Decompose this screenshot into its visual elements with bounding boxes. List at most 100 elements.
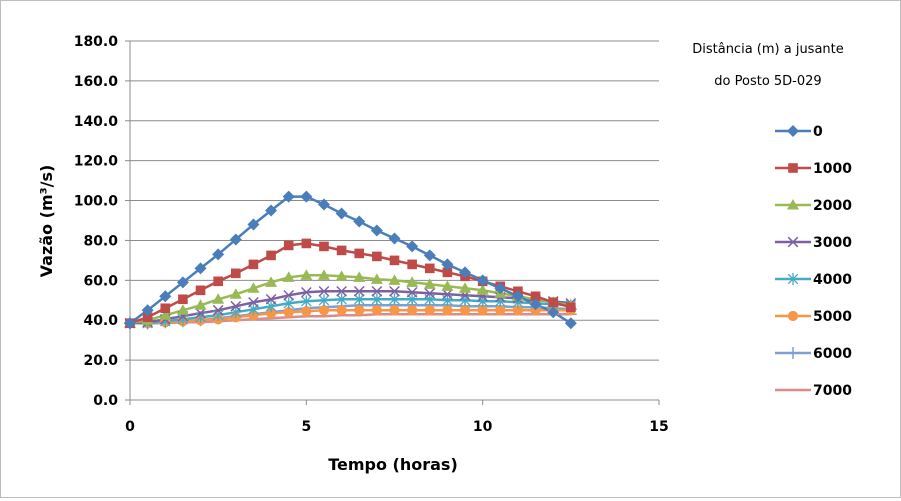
data-point (512, 305, 524, 316)
data-point (300, 190, 313, 203)
data-point (265, 308, 277, 319)
y-tick-label: 0.0 (93, 393, 118, 409)
data-point (231, 268, 241, 279)
legend-title-line-1: Distância (m) a jusante (692, 42, 844, 57)
data-point (229, 233, 242, 246)
data-point (424, 305, 435, 316)
data-point (335, 270, 348, 281)
data-point (336, 305, 347, 316)
data-point (354, 305, 365, 316)
x-tick-label: 10 (473, 419, 493, 435)
y-axis: 0.0 20.0 40.0 60.0 80.0 100.0 120.0 140.0 160.0 1… (74, 34, 131, 409)
y-tick-label: 160.0 (74, 74, 119, 90)
data-point (212, 293, 225, 304)
legend-label: 2000 (813, 198, 852, 214)
data-point (459, 282, 472, 293)
data-point (142, 312, 153, 323)
data-point (336, 285, 347, 297)
data-point (247, 218, 260, 231)
data-point (389, 293, 400, 306)
data-point (566, 302, 576, 313)
legend-marker (787, 236, 799, 248)
y-tick-label: 120.0 (74, 154, 119, 170)
data-point (353, 285, 365, 297)
legend-label: 7000 (813, 383, 852, 399)
data-point (336, 293, 347, 306)
legend-label: 1000 (813, 161, 852, 177)
data-point (477, 305, 488, 316)
data-point (353, 271, 366, 282)
data-point (407, 259, 417, 270)
data-point (424, 287, 436, 299)
data-point (194, 262, 207, 275)
data-point (423, 249, 436, 262)
legend-entry-5000: 5000 (775, 309, 852, 325)
data-point (318, 305, 330, 316)
data-point (495, 305, 506, 316)
data-point (371, 285, 383, 297)
data-point (442, 267, 453, 278)
data-point (301, 286, 312, 298)
data-point (319, 241, 329, 252)
legend-marker (787, 273, 799, 285)
data-point (194, 299, 207, 310)
data-point (283, 240, 294, 251)
data-point (406, 276, 419, 287)
data-point (195, 307, 206, 319)
data-point (547, 306, 560, 319)
series-lines (129, 195, 572, 325)
data-point (407, 305, 418, 316)
data-point (229, 288, 242, 299)
data-point (317, 198, 330, 211)
data-point (548, 297, 558, 308)
data-point (494, 282, 507, 295)
data-point (442, 288, 453, 300)
data-point (141, 304, 154, 317)
data-point (529, 298, 542, 311)
data-point (459, 305, 471, 316)
data-point (195, 285, 206, 296)
legend-entry-0: 0 (775, 124, 823, 140)
legend-marker (787, 310, 799, 322)
data-point (476, 274, 489, 287)
legend-entry-6000: 6000 (775, 346, 852, 362)
legend-label: 5000 (813, 309, 852, 325)
legend-marker (787, 347, 799, 359)
data-point (317, 269, 330, 280)
data-point (476, 284, 489, 295)
data-point (159, 290, 172, 303)
legend-label: 6000 (813, 346, 852, 362)
data-point (283, 307, 294, 318)
data-point (265, 293, 277, 305)
data-point (318, 294, 330, 307)
y-tick-label: 80.0 (83, 233, 118, 249)
data-point (318, 285, 330, 297)
series-line-0 (129, 195, 572, 325)
data-point (564, 317, 577, 330)
data-point (124, 317, 136, 330)
x-tick-label: 15 (649, 419, 668, 435)
data-point (335, 207, 348, 220)
data-point (212, 304, 224, 316)
data-point (176, 304, 189, 315)
data-point (213, 276, 223, 287)
legend-title-line-2: do Posto 5D-029 (714, 74, 821, 89)
data-point (370, 273, 383, 284)
data-point (441, 280, 454, 291)
data-point (459, 266, 472, 279)
y-tick-label: 20.0 (83, 353, 118, 369)
y-axis-title: Vazão (m³/s) (37, 165, 56, 278)
x-tick-label: 5 (301, 419, 311, 435)
y-tick-label: 60.0 (83, 273, 118, 289)
data-point (283, 289, 295, 301)
data-point (530, 291, 541, 302)
data-point (406, 240, 419, 253)
legend-entry-2000: 2000 (775, 198, 852, 214)
y-tick-label: 180.0 (74, 34, 119, 50)
data-point (160, 303, 171, 314)
legend-label: 0 (813, 124, 823, 140)
legend-marker (788, 163, 798, 173)
data-point (283, 297, 294, 310)
data-point (389, 255, 400, 266)
